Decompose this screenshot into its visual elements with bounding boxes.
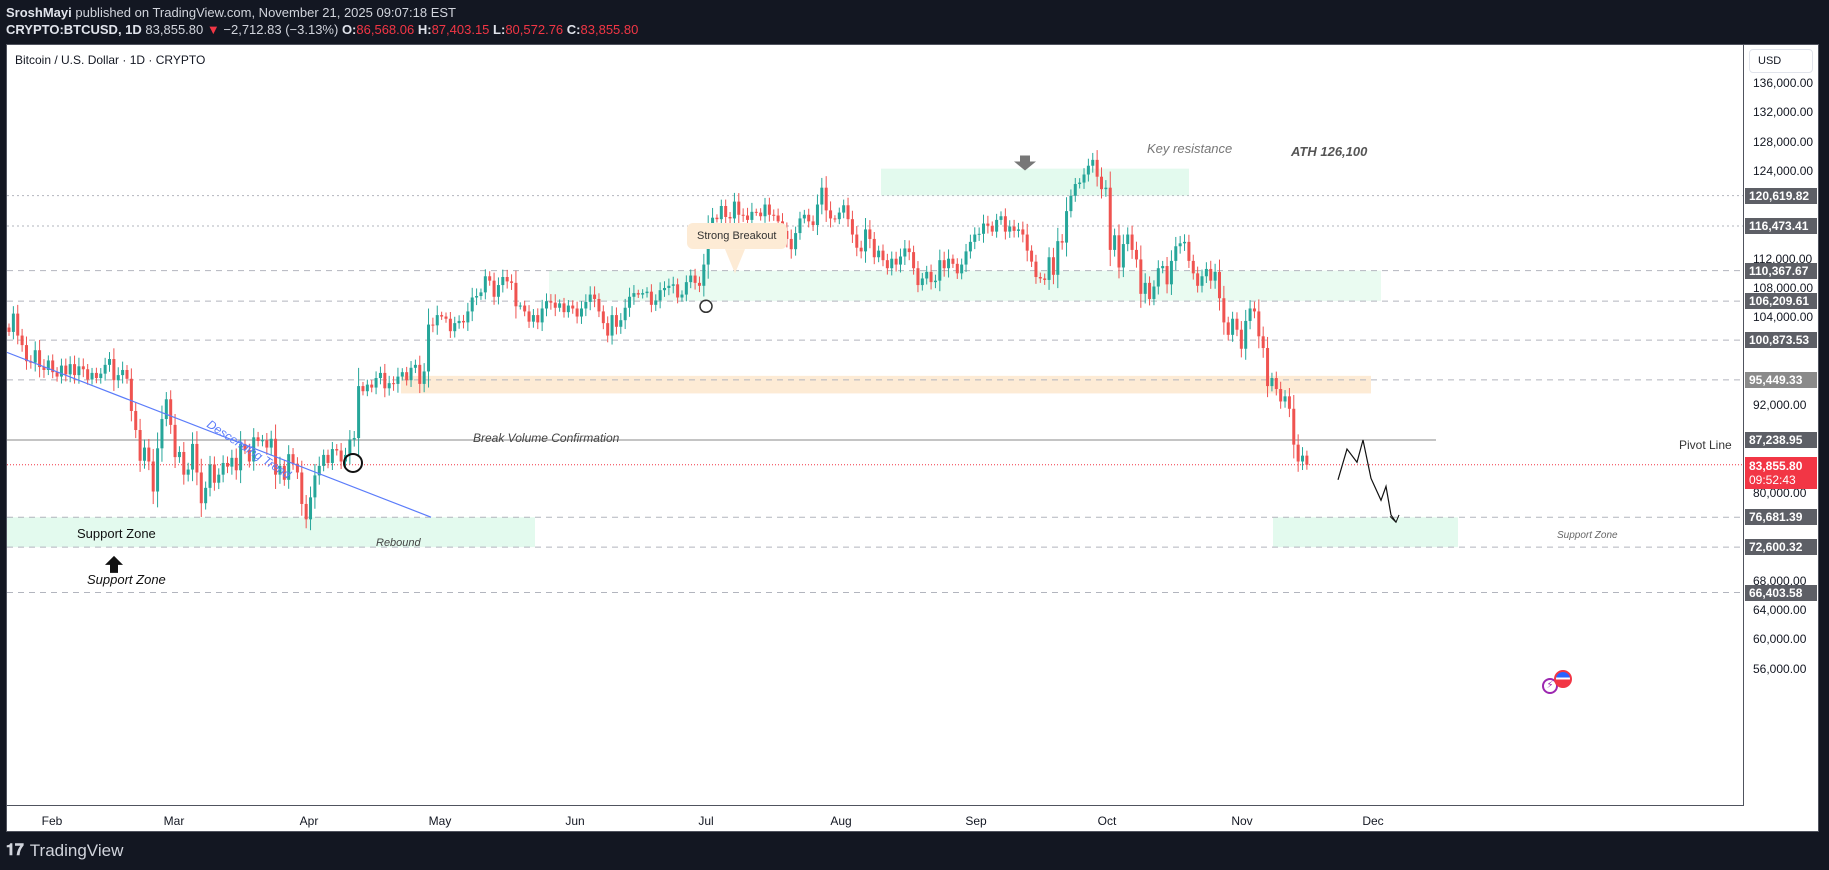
- price-level-label: 100,873.53: [1745, 332, 1817, 349]
- price-tick: 92,000.00: [1753, 398, 1807, 413]
- us-flag-event-icon[interactable]: [1554, 670, 1572, 688]
- price-level-label: 110,367.67: [1745, 262, 1817, 279]
- price-level-label: 72,600.32: [1745, 539, 1817, 556]
- time-tick: Jun: [565, 814, 585, 828]
- key-resistance-label: Key resistance: [1147, 141, 1233, 156]
- price-level-label: 106,209.61: [1745, 293, 1817, 310]
- price-axis[interactable]: USD 136,000.00 132,000.00 128,000.00 124,00…: [1745, 45, 1820, 805]
- price-level-label: 116,473.41: [1745, 217, 1817, 234]
- orange-zone: [401, 375, 1371, 394]
- low-value: 80,572.76: [505, 22, 564, 37]
- price-tick: 104,000.00: [1753, 310, 1814, 325]
- time-tick: Apr: [299, 814, 319, 828]
- tradingview-logo-icon: 𝟏𝟕: [6, 842, 24, 859]
- support-zone-right: [1273, 517, 1458, 548]
- time-tick: Dec: [1362, 814, 1384, 828]
- key-resistance-zone: [881, 168, 1189, 196]
- event-icons[interactable]: ⚡: [1542, 670, 1572, 694]
- price-tick: 68,000.00: [1753, 573, 1807, 588]
- down-arrow-icon: ▼: [206, 22, 220, 37]
- price-level-label: 66,403.58: [1745, 584, 1817, 601]
- support-zone-left-label: Support Zone: [77, 526, 156, 541]
- time-tick: Aug: [830, 814, 852, 828]
- support-zone-arrow-label: Support Zone: [87, 572, 166, 587]
- open-value: 86,568.06: [356, 22, 415, 37]
- range-zone: [549, 270, 1381, 302]
- time-axis[interactable]: Feb Mar Apr May Jun Jul Aug Sep Oct Nov Dec: [7, 805, 1744, 832]
- breakout-circle: [343, 452, 363, 473]
- symbol-label: CRYPTO:BTCUSD, 1D: [6, 22, 142, 37]
- last-price-tag: 83,855.80 09:52:43: [1745, 456, 1817, 489]
- close-value: 83,855.80: [580, 22, 639, 37]
- last-price: 83,855.80: [145, 22, 204, 37]
- ohlc-line: CRYPTO:BTCUSD, 1D 83,855.80 ▼ −2,712.83 …: [6, 22, 638, 37]
- chart-pane[interactable]: Bitcoin / U.S. Dollar · 1D · CRYPTO Stro…: [7, 45, 1744, 805]
- price-level-label: 120,619.82: [1745, 187, 1817, 204]
- break-volume-label: Break Volume Confirmation: [473, 431, 620, 445]
- price-level-label: 95,449.33: [1745, 371, 1817, 388]
- published-text: published on TradingView.com, November 2…: [71, 5, 456, 20]
- price-tick: 112,000.00: [1753, 251, 1813, 266]
- open-label: O:: [341, 22, 357, 37]
- publish-header: SroshMayi published on TradingView.com, …: [0, 0, 1829, 44]
- support-zone-right-label: Support Zone: [1557, 530, 1618, 541]
- chart-frame: Bitcoin / U.S. Dollar · 1D · CRYPTO Stro…: [6, 44, 1819, 832]
- callout-tail: [725, 249, 745, 274]
- price-tick: 56,000.00: [1753, 661, 1807, 676]
- price-tick: 132,000.00: [1753, 105, 1814, 120]
- strong-breakout-callout[interactable]: Strong Breakout: [687, 223, 787, 249]
- price-plot[interactable]: [7, 45, 1744, 805]
- projection-path: [1337, 439, 1397, 523]
- high-value: 87,403.15: [431, 22, 490, 37]
- rebound-label: Rebound: [376, 537, 421, 549]
- support-zone-left: [7, 517, 535, 548]
- low-label: L:: [493, 22, 506, 37]
- up-arrow-icon: [105, 555, 123, 573]
- down-arrow-icon: [1014, 155, 1036, 171]
- tradingview-logo[interactable]: 𝟏𝟕 TradingView: [6, 838, 123, 864]
- descending-trendline: [7, 351, 432, 518]
- price-tick: 64,000.00: [1753, 603, 1807, 618]
- pivot-line-label: Pivot Line: [1679, 438, 1732, 452]
- price-tick: 128,000.00: [1753, 134, 1814, 149]
- time-tick: Feb: [41, 814, 63, 828]
- high-label: H:: [417, 22, 432, 37]
- price-tick: 108,000.00: [1753, 280, 1814, 295]
- price-change: −2,712.83 (−3.13%): [223, 22, 339, 37]
- price-tick: 136,000.00: [1753, 76, 1814, 90]
- currency-button[interactable]: USD: [1749, 49, 1813, 73]
- price-tick: 60,000.00: [1753, 632, 1807, 647]
- brand-name: TradingView: [29, 841, 124, 860]
- retest-circle: [699, 299, 713, 314]
- price-level-label: 87,238.95: [1745, 431, 1817, 448]
- last-price-value: 83,855.80: [1749, 458, 1803, 473]
- bar-countdown: 09:52:43: [1749, 472, 1796, 487]
- author-name[interactable]: SroshMayi: [6, 5, 72, 20]
- time-tick: Mar: [163, 814, 185, 828]
- close-label: C:: [566, 22, 581, 37]
- projection-arrowhead-icon: [1389, 514, 1400, 524]
- chart-title: Bitcoin / U.S. Dollar · 1D · CRYPTO: [15, 53, 206, 67]
- time-tick: May: [428, 814, 452, 828]
- price-level-label: 76,681.39: [1745, 509, 1817, 526]
- time-tick: Oct: [1097, 814, 1117, 828]
- time-tick: Jul: [698, 814, 714, 828]
- price-tick: 124,000.00: [1753, 163, 1814, 178]
- price-tick: 80,000.00: [1753, 485, 1807, 500]
- ath-label: ATH 126,100: [1291, 144, 1368, 159]
- time-tick: Nov: [1231, 814, 1253, 828]
- time-tick: Sep: [965, 814, 987, 828]
